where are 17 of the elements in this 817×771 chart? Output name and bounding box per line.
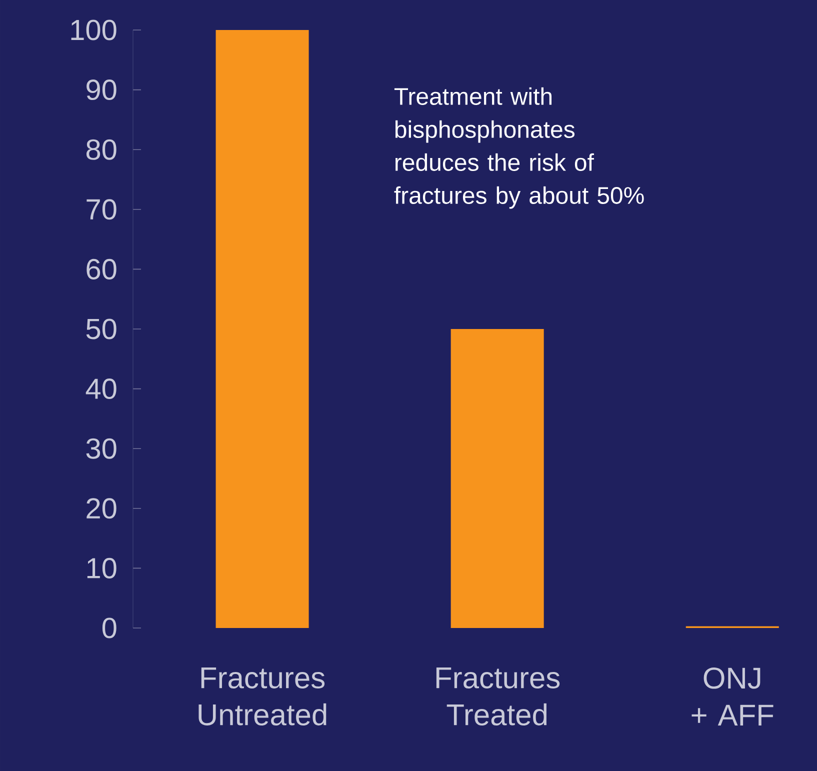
y-tick-label: 90	[86, 80, 116, 100]
x-tick-label: ONJ + AFF	[692, 668, 774, 726]
y-tick-label: 30	[86, 438, 116, 459]
x-tick-label: Fractures Treated	[436, 668, 560, 726]
y-tick-label: 20	[86, 498, 116, 519]
y-tick-label: 0	[102, 618, 116, 638]
y-tick-label: 10	[87, 558, 116, 578]
x-tick-label: Fractures Untreated	[198, 668, 326, 726]
bar	[450, 328, 544, 628]
y-tick-label: 50	[86, 318, 116, 340]
y-tick-label: 80	[86, 139, 116, 160]
y-tick-label: 100	[71, 20, 116, 40]
y-tick-label: 40	[86, 378, 116, 400]
annotation: Treatment with bisphosphonates reduces the risk of fractures by about 50%	[394, 87, 644, 209]
y-tick-label: 70	[86, 199, 116, 220]
y-tick-label: 60	[86, 258, 116, 280]
bar	[216, 30, 309, 628]
